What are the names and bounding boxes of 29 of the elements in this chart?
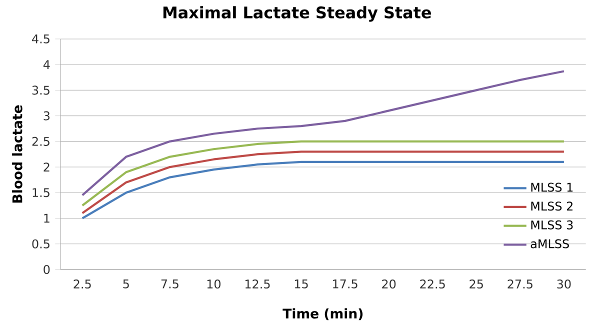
x-tick-label: 15 (294, 280, 308, 288)
x-tick-label: 17.5 (333, 280, 358, 288)
x-tick-label: 27.5 (508, 280, 532, 289)
y-tick-label: 1.5 (32, 188, 50, 198)
x-tick-label: 25 (470, 280, 483, 289)
x-tick-label: 12.5 (245, 280, 270, 289)
y-tick-label: 1 (44, 214, 50, 223)
y-tick-label: 2 (44, 162, 50, 172)
legend-label: MLSS 2 (531, 202, 572, 211)
x-tick-label: 7.5 (161, 280, 178, 288)
y-tick-label: 3.5 (32, 86, 50, 95)
y-tick-label: 0 (44, 264, 50, 274)
y-axis-title: Blood lactate (12, 105, 22, 203)
x-tick-label: 30 (557, 280, 571, 289)
x-tick-label: 5 (123, 280, 129, 288)
legend-label: MLSS 1 (531, 182, 573, 192)
legend-label: aMLSS (530, 239, 569, 248)
y-tick-label: 3 (44, 111, 50, 120)
y-tick-label: 0.5 (32, 239, 50, 248)
x-tick-label: 22.5 (420, 280, 445, 289)
x-tick-label: 20 (382, 280, 396, 289)
y-tick-label: 4 (43, 60, 50, 69)
legend-label: MLSS 3 (531, 220, 573, 230)
y-tick-label: 2.5 (32, 136, 50, 146)
x-tick-label: 2.5 (74, 280, 91, 289)
x-tick-label: 10 (207, 280, 221, 289)
x-axis-title: Time (min) (282, 308, 363, 320)
y-tick-label: 4.5 (32, 34, 50, 44)
chart-title: Maximal Lactate Steady State (163, 6, 431, 22)
